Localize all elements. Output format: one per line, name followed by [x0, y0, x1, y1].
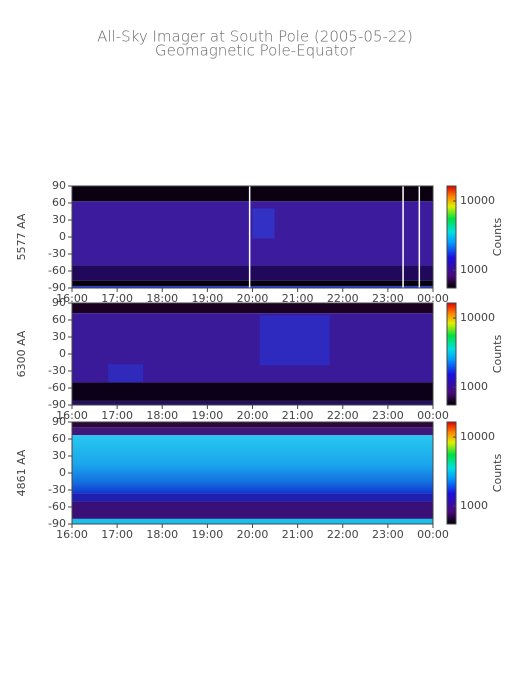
- y-tick-label: -90: [48, 398, 66, 411]
- y-tick-label: 90: [52, 415, 66, 428]
- x-tick-label: 16:00: [56, 409, 88, 422]
- colorbar: [446, 421, 457, 525]
- y-tick-label: 60: [52, 196, 66, 209]
- y-tick-label: 30: [52, 213, 66, 226]
- image-band: [72, 280, 433, 286]
- colorbar-tick-label: 10000: [460, 430, 495, 443]
- x-tick-label: 20:00: [237, 528, 269, 541]
- image-band: [72, 422, 433, 428]
- emission: [259, 315, 330, 366]
- image-band: [72, 435, 433, 494]
- y-tick-label: 30: [52, 330, 66, 343]
- y-tick-label: -90: [48, 517, 66, 530]
- image-band: [72, 501, 433, 519]
- x-tick-label: 18:00: [146, 528, 178, 541]
- x-tick-label: 21:00: [282, 409, 314, 422]
- x-tick-label: 17:00: [101, 292, 133, 305]
- colorbar: [446, 185, 457, 289]
- image-band: [72, 493, 433, 502]
- colorbar-label: Counts: [491, 218, 504, 257]
- x-tick-label: 17:00: [101, 409, 133, 422]
- image-band: [72, 427, 433, 436]
- colorbar-label: Counts: [491, 335, 504, 374]
- panel: -90 -60 -30 0 30 60 90 16:00 17:00 18:00 19:00 20:0…: [15, 296, 504, 422]
- y-tick-label: -60: [48, 500, 66, 513]
- panel: -90 -60 -30 0 30 60 90 16:00 17:00 18:00 19:00 20:0…: [15, 415, 504, 541]
- y-tick-label: -60: [48, 264, 66, 277]
- data-gap: [248, 186, 251, 288]
- y-axis-label: 6300 AA: [15, 330, 28, 377]
- x-tick-label: 19:00: [192, 292, 224, 305]
- y-tick-label: -90: [48, 281, 66, 294]
- x-tick-label: 00:00: [417, 409, 449, 422]
- colorbar: [446, 302, 457, 406]
- emission: [108, 364, 144, 383]
- emission: [252, 208, 275, 239]
- image-band: [72, 382, 433, 401]
- y-tick-label: 0: [59, 347, 66, 360]
- x-tick-label: 23:00: [372, 409, 404, 422]
- y-tick-label: -30: [48, 364, 66, 377]
- x-tick-label: 00:00: [417, 292, 449, 305]
- colorbar-tick-label: 10000: [460, 194, 495, 207]
- y-tick-label: -60: [48, 381, 66, 394]
- data-gap: [402, 186, 404, 288]
- colorbar-tick-label: 1000: [460, 499, 488, 512]
- y-tick-label: 30: [52, 449, 66, 462]
- image-band: [72, 303, 433, 314]
- colorbar-tick-label: 1000: [460, 263, 488, 276]
- image-band: [72, 186, 433, 202]
- y-tick-label: 0: [59, 466, 66, 479]
- y-tick-label: -30: [48, 483, 66, 496]
- x-tick-label: 00:00: [417, 528, 449, 541]
- x-tick-label: 23:00: [372, 528, 404, 541]
- x-tick-label: 16:00: [56, 528, 88, 541]
- y-tick-label: 60: [52, 313, 66, 326]
- subtitle: Geomagnetic Pole-Equator: [155, 42, 356, 60]
- y-tick-label: 0: [59, 230, 66, 243]
- x-tick-label: 18:00: [146, 409, 178, 422]
- y-tick-label: 90: [52, 296, 66, 309]
- data-gap: [418, 186, 421, 288]
- colorbar-tick-label: 1000: [460, 380, 488, 393]
- x-tick-label: 21:00: [282, 292, 314, 305]
- y-tick-label: 90: [52, 179, 66, 192]
- colorbar-label: Counts: [491, 454, 504, 493]
- image-band: [72, 285, 433, 288]
- image-band: [72, 265, 433, 281]
- x-tick-label: 19:00: [192, 528, 224, 541]
- title: All-Sky Imager at South Pole (2005-05-22…: [97, 28, 413, 46]
- x-tick-label: 20:00: [237, 409, 269, 422]
- x-tick-label: 19:00: [192, 409, 224, 422]
- x-tick-label: 20:00: [237, 292, 269, 305]
- image-band: [72, 518, 433, 524]
- x-tick-label: 16:00: [56, 292, 88, 305]
- y-tick-label: 60: [52, 432, 66, 445]
- y-tick-label: -30: [48, 247, 66, 260]
- x-tick-label: 22:00: [327, 292, 359, 305]
- x-tick-label: 17:00: [101, 528, 133, 541]
- x-tick-label: 23:00: [372, 292, 404, 305]
- x-tick-label: 22:00: [327, 409, 359, 422]
- x-tick-label: 22:00: [327, 528, 359, 541]
- x-tick-label: 21:00: [282, 528, 314, 541]
- panel: -90 -60 -30 0 30 60 90 16:00 17:00 18:00 19:00 20:0…: [15, 179, 504, 305]
- colorbar-tick-label: 10000: [460, 311, 495, 324]
- image-band: [72, 400, 433, 405]
- y-axis-label: 4861 AA: [15, 449, 28, 496]
- y-axis-label: 5577 AA: [15, 213, 28, 260]
- x-tick-label: 18:00: [146, 292, 178, 305]
